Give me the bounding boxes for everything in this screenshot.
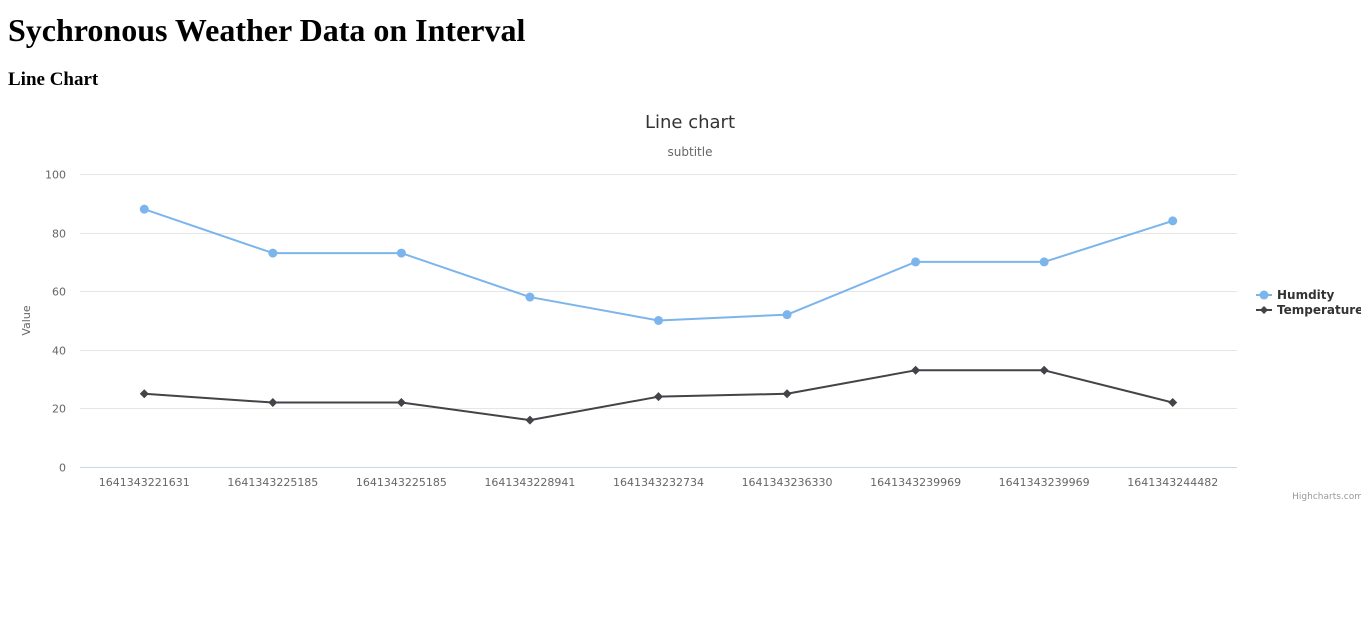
data-point xyxy=(1039,365,1049,375)
data-point xyxy=(139,204,149,214)
y-axis-tick-label: 60 xyxy=(52,285,66,298)
legend-item-temperature[interactable]: Temperature xyxy=(1256,303,1361,317)
data-point xyxy=(268,248,278,258)
axis-labels: 0 20 40 60 80 100 1641343221631 1641343225185 16… xyxy=(45,168,1218,489)
chart-canvas: Line chart subtitle 0 20 40 60 80 100 16413432… xyxy=(20,112,1361,502)
gridlines xyxy=(80,173,1237,468)
y-axis-tick-label: 0 xyxy=(59,461,66,474)
x-axis-tick-label: 1641343239969 xyxy=(870,476,961,489)
data-point xyxy=(525,292,535,302)
series-temperature xyxy=(139,365,1178,425)
series-layer xyxy=(139,204,1178,425)
legend-marker-diamond-icon xyxy=(1260,305,1268,314)
legend-item-humdity[interactable]: Humdity xyxy=(1256,288,1335,302)
data-point xyxy=(911,365,921,375)
series-line xyxy=(143,207,1174,322)
data-point xyxy=(1168,216,1178,226)
y-axis-tick-label: 20 xyxy=(52,402,66,415)
legend-item-label: Humdity xyxy=(1277,288,1335,302)
data-point xyxy=(268,397,278,407)
x-axis-tick-label: 1641343228941 xyxy=(484,476,575,489)
series-humdity xyxy=(139,204,1178,325)
y-axis-tick-label: 100 xyxy=(45,168,66,181)
y-axis-title: Value xyxy=(20,305,33,335)
y-axis-tick-label: 80 xyxy=(52,227,66,240)
legend-marker-circle-icon xyxy=(1259,290,1269,300)
page-title: Sychronous Weather Data on Interval xyxy=(8,12,526,48)
line-chart-container: Line chart subtitle 0 20 40 60 80 100 16413432… xyxy=(0,100,1361,520)
legend-item-label: Temperature xyxy=(1277,303,1361,317)
chart-title: Line chart xyxy=(645,112,735,133)
x-axis-tick-label: 1641343239969 xyxy=(999,476,1090,489)
x-axis-tick-label: 1641343232734 xyxy=(613,476,704,489)
data-point xyxy=(139,388,149,398)
data-point xyxy=(782,388,792,398)
data-point xyxy=(396,248,406,258)
section-heading: Line Chart xyxy=(8,68,99,90)
x-axis-tick-label: 1641343221631 xyxy=(99,476,190,489)
y-axis-tick-label: 40 xyxy=(52,344,66,357)
data-point xyxy=(911,257,921,267)
data-point xyxy=(654,315,663,325)
x-axis-tick-label: 1641343236330 xyxy=(742,476,833,489)
data-point xyxy=(525,415,535,425)
chart-subtitle: subtitle xyxy=(668,145,713,159)
x-axis-tick-label: 1641343225185 xyxy=(227,476,318,489)
data-point xyxy=(1168,397,1178,407)
data-point xyxy=(782,309,792,319)
x-axis-tick-label: 1641343225185 xyxy=(356,476,447,489)
data-point xyxy=(396,397,406,407)
credits-link[interactable]: Highcharts.com xyxy=(1292,492,1361,502)
x-axis-tick-label: 1641343244482 xyxy=(1127,476,1218,489)
data-point xyxy=(654,391,663,401)
data-point xyxy=(1039,257,1049,267)
